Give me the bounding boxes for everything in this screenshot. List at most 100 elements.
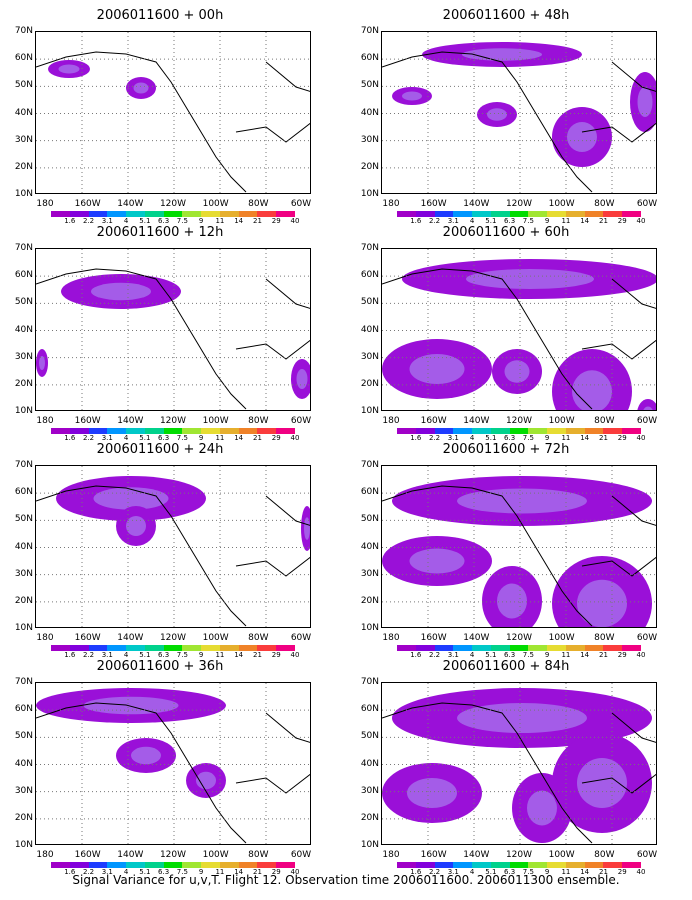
color-scale-label: 9 [544,651,550,659]
color-scale-swatch [238,428,258,434]
color-scale-swatch [126,645,145,651]
color-scale-label: 5.1 [485,217,497,225]
latitude-label: 20N [360,812,379,823]
color-scale [51,428,295,434]
color-scale-label: 40 [290,651,300,659]
color-scale-swatch [69,645,89,651]
longitude-label: 80W [248,633,269,643]
color-scale-label: 3.1 [447,434,459,442]
map-area [381,465,657,628]
color-scale-swatch [434,428,454,434]
color-scale-label: 2.2 [428,217,441,225]
longitude-label: 160W [74,633,101,643]
latitude-label: 30N [360,568,379,579]
color-scale-swatch [415,862,435,868]
color-scale-swatch [453,645,473,651]
coastline [382,485,656,627]
color-scale-swatch [257,862,277,868]
color-scale-swatch [238,862,258,868]
color-scale-label: 1.6 [64,651,76,659]
color-scale-swatch [88,862,108,868]
color-scale-label: 4 [123,217,129,225]
color-scale-swatch [472,645,491,651]
color-scale-swatch [88,428,108,434]
map-area [35,465,311,628]
color-scale [51,862,295,868]
field-plot [36,32,310,193]
color-scale-swatch [622,862,641,868]
color-scale-label: 2.2 [82,217,95,225]
color-scale-swatch [397,428,416,434]
longitude-label: 60W [290,199,312,209]
longitude-label: 160W [420,416,447,426]
color-scale-label: 9 [198,434,204,442]
longitude-label: 180 [36,199,54,209]
longitude-label: 160W [74,416,101,426]
color-scale-swatch [490,428,510,434]
color-scale-label: 5.1 [139,868,151,876]
latitude-label: 30N [14,785,33,796]
latitude-label: 20N [14,161,33,172]
color-scale-label: 11 [215,868,225,876]
color-scale-label: 21 [598,217,608,225]
color-scale-label: 2.2 [82,868,95,876]
latitude-label: 20N [360,595,379,606]
variance-region-inner [407,778,457,808]
color-scale [51,645,295,651]
color-scale-swatch [219,862,239,868]
color-scale-swatch [584,645,604,651]
color-scale-label: 29 [271,868,281,876]
variance-region-inner [133,82,149,94]
color-scale-swatch [201,428,220,434]
color-scale-swatch [51,428,70,434]
color-scale-swatch [603,211,623,217]
latitude-label: 60N [14,704,33,715]
longitude-label: 60W [636,199,658,209]
coastline [36,485,310,627]
color-scale-label: 3.1 [101,651,113,659]
latitude-label: 30N [360,351,379,362]
color-scale-label: 5.1 [485,651,497,659]
field-plot [382,466,656,627]
longitude-label: 80W [248,850,269,860]
color-scale-label: 2.2 [82,651,95,659]
longitude-label: 120W [159,199,187,209]
longitude-label: 60W [636,416,658,426]
latitude-label: 60N [360,487,379,498]
map-panel: 2006011600 + 36h 70N 60N 50N 40N 30N 20N 10N 180… [0,659,320,876]
color-scale-swatch [490,645,510,651]
color-scale-label: 14 [234,651,244,659]
panel-title: 2006011600 + 00h [96,8,224,23]
latitude-label: 20N [360,378,379,389]
latitude-label: 50N [360,731,379,742]
color-scale-label: 14 [580,217,590,225]
color-scale-swatch [257,428,277,434]
color-scale-swatch [397,645,416,651]
map-panel: 2006011600 + 72h 70N 60N 50N 40N 30N 20N 10N 180… [346,442,666,659]
color-scale-swatch [603,645,623,651]
color-scale-swatch [472,428,491,434]
field-plot [382,249,656,410]
color-scale-label: 7.5 [522,868,534,876]
color-scale-label: 40 [290,217,300,225]
variance-region-inner [504,360,530,383]
longitude-label: 140W [463,633,490,643]
color-scale-swatch [201,211,220,217]
color-scale-swatch [584,428,604,434]
latitude-label: 50N [14,80,33,91]
color-scale-swatch [107,862,127,868]
color-scale-label: 7.5 [176,651,188,659]
color-scale-swatch [107,645,127,651]
color-scale-swatch [144,211,164,217]
color-scale-swatch [163,645,183,651]
color-scale-label: 11 [561,868,571,876]
latitude-label: 10N [360,840,379,850]
map-panel: 2006011600 + 84h 70N 60N 50N 40N 30N 20N 10N 180… [346,659,666,876]
color-scale [397,862,641,868]
color-scale-swatch [509,211,529,217]
color-scale-swatch [276,645,295,651]
color-scale-label: 29 [617,868,627,876]
variance-region [637,399,656,410]
color-scale-swatch [584,862,604,868]
color-scale-swatch [490,862,510,868]
